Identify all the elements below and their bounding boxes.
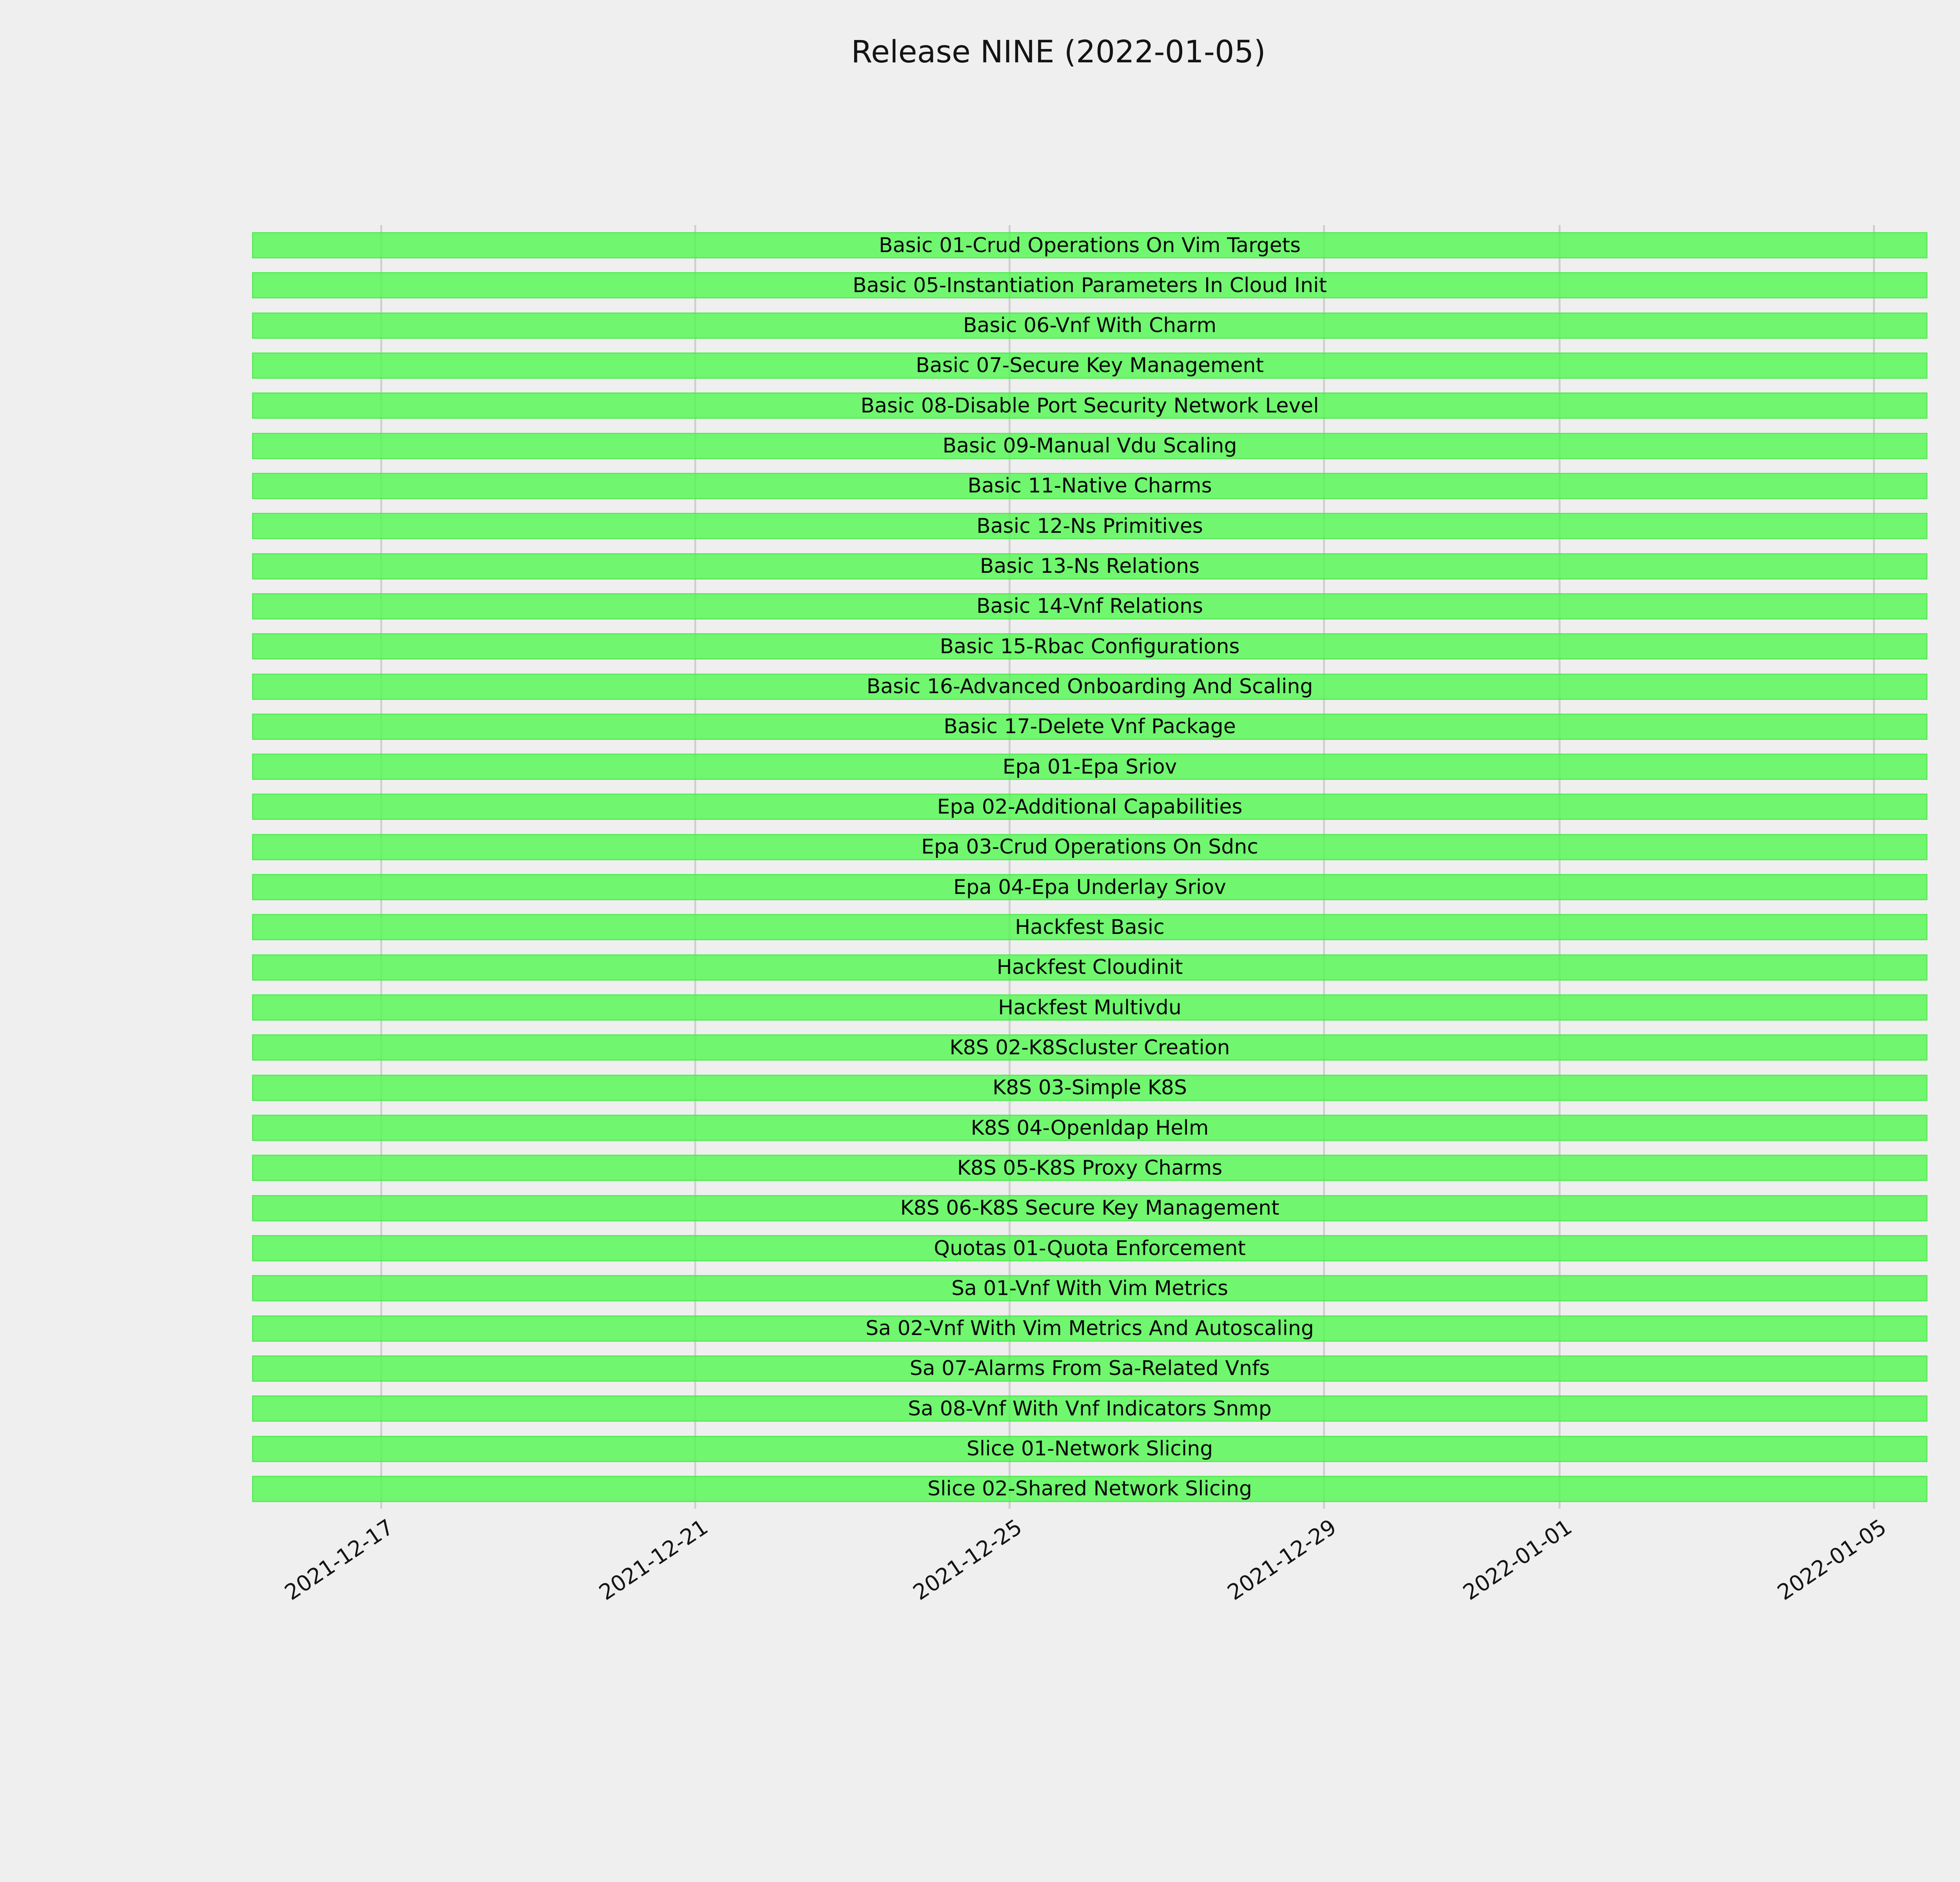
gantt-bar: K8S 06-K8S Secure Key Management (252, 1195, 1927, 1221)
gantt-bar: Basic 14-Vnf Relations (252, 593, 1927, 619)
bar-label: Basic 07-Secure Key Management (916, 354, 1264, 378)
gantt-bar: K8S 04-Openldap Helm (252, 1115, 1927, 1141)
bar-label: Quotas 01-Quota Enforcement (934, 1236, 1246, 1260)
bar-label: Basic 08-Disable Port Security Network L… (860, 394, 1319, 418)
x-tick-label: 2021-12-17 (280, 1514, 398, 1605)
gantt-bar: Epa 01-Epa Sriov (252, 754, 1927, 780)
gantt-bar: Hackfest Cloudinit (252, 954, 1927, 981)
bar-label: Basic 05-Instantiation Parameters In Clo… (853, 273, 1327, 297)
gantt-bar: Basic 09-Manual Vdu Scaling (252, 432, 1927, 459)
vertical-gridline (1559, 225, 1561, 1509)
gantt-bar: Epa 04-Epa Underlay Sriov (252, 874, 1927, 901)
bar-label: Epa 02-Additional Capabilities (937, 795, 1243, 819)
bar-label: K8S 03-Simple K8S (993, 1076, 1187, 1100)
bar-label: K8S 02-K8Scluster Creation (949, 1035, 1230, 1059)
plot-area: Basic 01-Crud Operations On Vim Targets B… (252, 225, 1927, 1509)
bar-label: Hackfest Multivdu (998, 995, 1181, 1019)
bar-label: Basic 14-Vnf Relations (976, 594, 1203, 618)
x-tick-label: 2022-01-01 (1459, 1514, 1577, 1605)
bar-label: Basic 06-Vnf With Charm (963, 314, 1217, 338)
bar-label: Basic 16-Advanced Onboarding And Scaling (866, 675, 1313, 699)
bar-label: Epa 04-Epa Underlay Sriov (953, 875, 1226, 899)
bar-label: Sa 08-Vnf With Vnf Indicators Snmp (908, 1397, 1272, 1421)
chart-title: Release NINE (2022-01-05) (851, 35, 1266, 70)
gantt-bar: Sa 02-Vnf With Vim Metrics And Autoscali… (252, 1315, 1927, 1342)
bar-label: Basic 09-Manual Vdu Scaling (942, 434, 1237, 458)
bar-label: Sa 02-Vnf With Vim Metrics And Autoscali… (866, 1317, 1314, 1341)
gantt-bar: Basic 07-Secure Key Management (252, 352, 1927, 379)
bar-label: Slice 01-Network Slicing (966, 1437, 1213, 1461)
vertical-gridline (1873, 225, 1875, 1509)
bar-label: Sa 07-Alarms From Sa-Related Vnfs (909, 1357, 1270, 1381)
gantt-bar: Basic 06-Vnf With Charm (252, 312, 1927, 339)
x-tick-label: 2021-12-29 (1223, 1514, 1341, 1605)
gantt-bar: Hackfest Multivdu (252, 994, 1927, 1021)
gantt-bar: Slice 02-Shared Network Slicing (252, 1475, 1927, 1502)
bar-label: Basic 11-Native Charms (967, 474, 1212, 498)
bar-label: Basic 12-Ns Primitives (976, 514, 1203, 538)
vertical-gridline (1008, 225, 1011, 1509)
x-tick-label: 2022-01-05 (1773, 1514, 1891, 1605)
bar-label: Hackfest Cloudinit (996, 956, 1183, 979)
vertical-gridline (694, 225, 697, 1509)
bar-label: Epa 03-Crud Operations On Sdnc (921, 835, 1258, 859)
vertical-gridline (380, 225, 382, 1509)
gantt-bar: Basic 17-Delete Vnf Package (252, 713, 1927, 740)
gantt-bar: Sa 08-Vnf With Vnf Indicators Snmp (252, 1395, 1927, 1422)
gantt-bar: Basic 11-Native Charms (252, 472, 1927, 499)
bar-label: Sa 01-Vnf With Vim Metrics (951, 1276, 1229, 1300)
x-tick-label: 2021-12-25 (908, 1514, 1027, 1605)
gantt-bar: Basic 15-Rbac Configurations (252, 633, 1927, 660)
x-tick-label: 2021-12-21 (594, 1514, 713, 1605)
gantt-bar: Basic 08-Disable Port Security Network L… (252, 392, 1927, 419)
gantt-bar: K8S 03-Simple K8S (252, 1074, 1927, 1101)
bar-label: Epa 01-Epa Sriov (1002, 755, 1177, 779)
bar-label: Basic 13-Ns Relations (980, 554, 1200, 578)
gantt-bar: Sa 07-Alarms From Sa-Related Vnfs (252, 1355, 1927, 1382)
gantt-bar: Hackfest Basic (252, 914, 1927, 941)
bar-label: Basic 17-Delete Vnf Package (944, 715, 1236, 739)
gantt-bar: Sa 01-Vnf With Vim Metrics (252, 1275, 1927, 1302)
gantt-bar: Basic 13-Ns Relations (252, 553, 1927, 579)
bar-label: K8S 05-K8S Proxy Charms (957, 1156, 1223, 1180)
bar-label: K8S 06-K8S Secure Key Management (900, 1196, 1279, 1220)
bar-label: K8S 04-Openldap Helm (971, 1116, 1209, 1140)
gantt-bar: Epa 02-Additional Capabilities (252, 794, 1927, 820)
gantt-bar: Slice 01-Network Slicing (252, 1435, 1927, 1462)
bar-label: Basic 01-Crud Operations On Vim Targets (878, 233, 1301, 257)
bar-label: Hackfest Basic (1015, 915, 1165, 939)
gantt-bar: Epa 03-Crud Operations On Sdnc (252, 834, 1927, 860)
bar-label: Slice 02-Shared Network Slicing (927, 1477, 1252, 1501)
vertical-gridline (1323, 225, 1325, 1509)
gantt-bar: Quotas 01-Quota Enforcement (252, 1235, 1927, 1261)
gantt-bar: K8S 02-K8Scluster Creation (252, 1034, 1927, 1061)
gantt-bar: Basic 12-Ns Primitives (252, 513, 1927, 540)
gantt-bar: Basic 01-Crud Operations On Vim Targets (252, 232, 1927, 258)
gantt-bar: K8S 05-K8S Proxy Charms (252, 1155, 1927, 1181)
gantt-bar: Basic 05-Instantiation Parameters In Clo… (252, 272, 1927, 299)
bar-label: Basic 15-Rbac Configurations (940, 634, 1240, 658)
gantt-bar: Basic 16-Advanced Onboarding And Scaling (252, 673, 1927, 700)
